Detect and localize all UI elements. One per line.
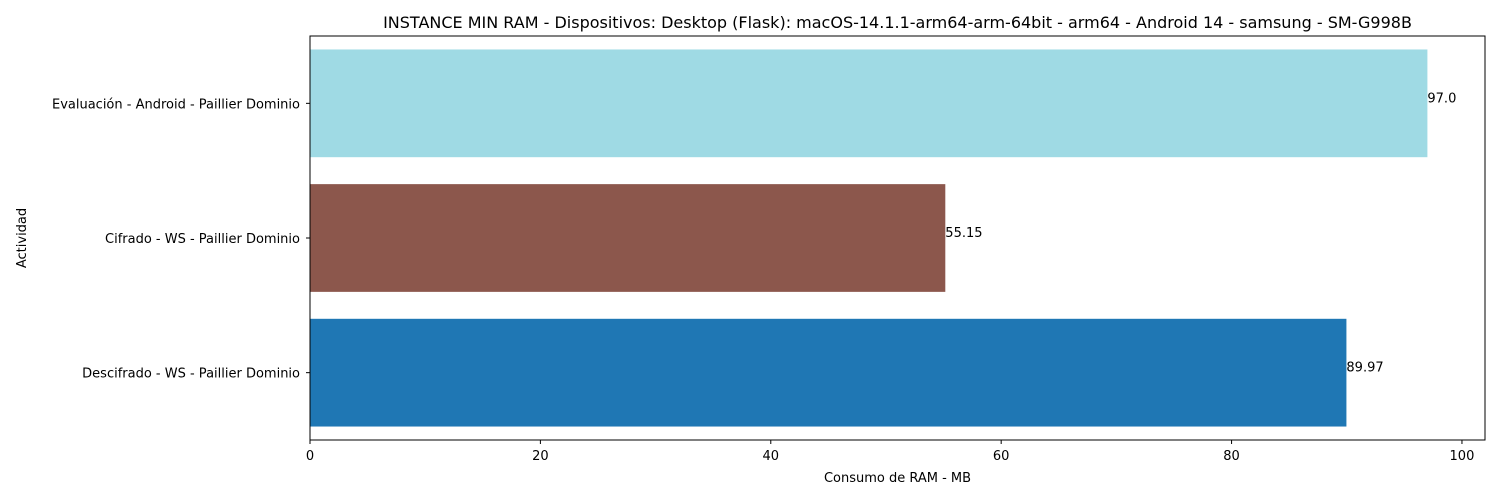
- y-axis-ticks: Evaluación - Android - Paillier Dominio C…: [52, 97, 310, 382]
- bar-1: [310, 49, 1428, 158]
- bars-layer: [310, 49, 1428, 427]
- chart-title: INSTANCE MIN RAM - Dispositivos: Desktop…: [383, 13, 1412, 32]
- x-tick-label: 100: [1450, 449, 1475, 464]
- data-label: 89.97: [1346, 361, 1383, 376]
- data-label: 55.15: [945, 226, 982, 241]
- data-labels: 97.0 55.15 89.97: [945, 91, 1456, 375]
- x-tick-label: 0: [306, 449, 314, 464]
- x-tick-label: 80: [1223, 449, 1240, 464]
- y-axis-label: Actividad: [15, 208, 30, 268]
- x-tick-label: 40: [763, 449, 780, 464]
- y-tick-label: Evaluación - Android - Paillier Dominio: [52, 97, 300, 112]
- bar-3: [310, 318, 1347, 427]
- y-tick-label: Cifrado - WS - Paillier Dominio: [105, 232, 300, 247]
- x-axis-ticks: 0 20 40 60 80 100: [306, 440, 1475, 464]
- y-tick-label: Descifrado - WS - Paillier Dominio: [82, 367, 300, 382]
- x-tick-label: 60: [993, 449, 1010, 464]
- plot-frame: [309, 35, 1486, 441]
- x-tick-label: 20: [532, 449, 549, 464]
- bar-2: [310, 184, 946, 292]
- x-axis-label: Consumo de RAM - MB: [824, 471, 971, 486]
- data-label: 97.0: [1427, 91, 1456, 106]
